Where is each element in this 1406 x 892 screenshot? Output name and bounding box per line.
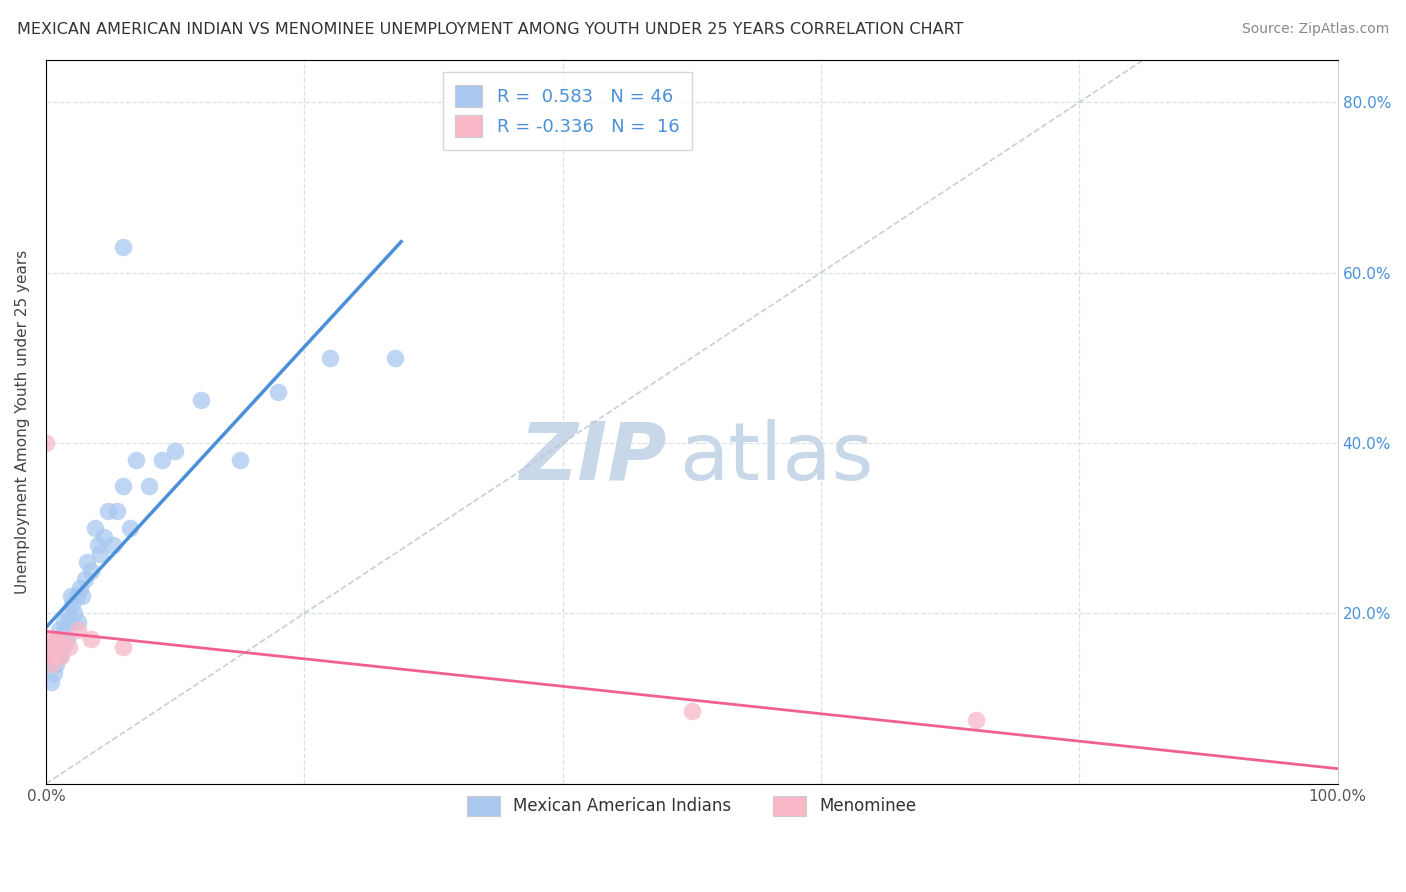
Point: [63, 607, 86, 621]
Point: [59, 590, 82, 604]
Point: [46, 632, 69, 646]
Point: [44, 648, 66, 663]
Point: [41, 657, 63, 672]
Point: [48, 624, 70, 638]
Y-axis label: Unemployment Among Youth under 25 years: Unemployment Among Youth under 25 years: [15, 250, 30, 594]
Point: [35, 436, 58, 450]
Point: [86, 538, 108, 552]
Point: [45, 657, 67, 672]
Point: [51, 648, 73, 663]
Point: [58, 615, 80, 629]
Point: [73, 572, 96, 586]
Point: [45, 632, 67, 646]
Point: [125, 453, 148, 467]
Point: [80, 632, 103, 646]
Point: [42, 640, 65, 655]
Point: [53, 615, 76, 629]
Text: atlas: atlas: [679, 419, 873, 497]
Point: [76, 555, 98, 569]
Point: [118, 521, 141, 535]
Point: [53, 624, 76, 638]
Point: [101, 538, 124, 552]
Point: [112, 240, 135, 254]
Point: [70, 590, 93, 604]
Point: [49, 648, 72, 663]
Point: [67, 624, 90, 638]
Point: [319, 351, 342, 365]
Point: [39, 674, 62, 689]
Point: [138, 478, 160, 492]
Point: [48, 640, 70, 655]
Point: [97, 504, 120, 518]
Point: [190, 393, 212, 408]
Point: [52, 640, 75, 655]
Point: [80, 564, 103, 578]
Point: [150, 453, 173, 467]
Point: [66, 590, 89, 604]
Point: [48, 640, 70, 655]
Point: [681, 704, 703, 718]
Point: [84, 521, 107, 535]
Point: [69, 581, 91, 595]
Point: [44, 640, 66, 655]
Point: [67, 615, 90, 629]
Text: ZIP: ZIP: [519, 419, 666, 497]
Point: [60, 598, 83, 612]
Point: [93, 530, 115, 544]
Point: [112, 478, 135, 492]
Point: [38, 640, 60, 655]
Point: [56, 607, 79, 621]
Point: [384, 351, 406, 365]
Point: [38, 648, 60, 663]
Point: [267, 384, 290, 399]
Point: [51, 632, 73, 646]
Text: Source: ZipAtlas.com: Source: ZipAtlas.com: [1241, 22, 1389, 37]
Point: [53, 632, 76, 646]
Point: [165, 444, 187, 458]
Point: [58, 640, 80, 655]
Point: [38, 640, 60, 655]
Point: [55, 632, 77, 646]
Point: [39, 632, 62, 646]
Point: [105, 504, 128, 518]
Point: [112, 640, 135, 655]
Legend: Mexican American Indians, Menominee: Mexican American Indians, Menominee: [457, 786, 927, 826]
Text: MEXICAN AMERICAN INDIAN VS MENOMINEE UNEMPLOYMENT AMONG YOUTH UNDER 25 YEARS COR: MEXICAN AMERICAN INDIAN VS MENOMINEE UNE…: [17, 22, 963, 37]
Point: [965, 713, 987, 727]
Point: [41, 648, 63, 663]
Point: [89, 547, 111, 561]
Point: [38, 657, 60, 672]
Point: [42, 665, 65, 680]
Point: [228, 453, 250, 467]
